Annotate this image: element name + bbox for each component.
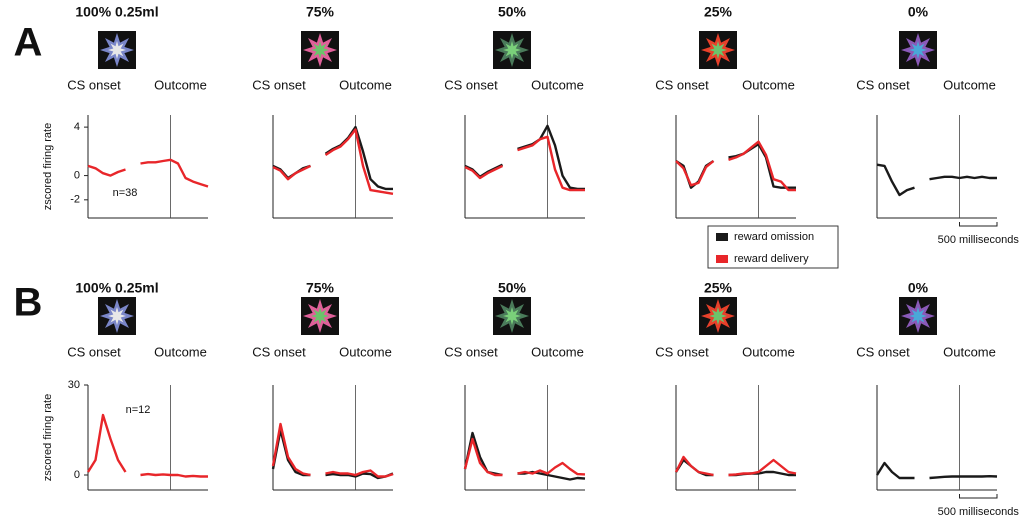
event-label: Outcome <box>742 344 795 359</box>
trace <box>930 177 998 179</box>
stimulus-icon <box>699 31 737 69</box>
scale-bar <box>960 222 998 226</box>
trace <box>877 463 915 478</box>
event-label: Outcome <box>531 344 584 359</box>
annotation: n=12 <box>126 404 151 416</box>
scale-bar-label: 500 milliseconds <box>938 506 1020 518</box>
panel-title: 75% <box>306 280 335 296</box>
stimulus-icon <box>899 297 937 335</box>
trace <box>465 439 503 475</box>
y-tick-label: 4 <box>74 121 80 133</box>
icon-star-inner <box>108 307 126 325</box>
y-axis-label: zscored firing rate <box>42 123 54 210</box>
panel-title: 50% <box>498 280 527 296</box>
event-label: Outcome <box>154 77 207 92</box>
trace <box>141 160 209 187</box>
stimulus-icon <box>301 31 339 69</box>
stimulus-icon <box>301 297 339 335</box>
event-label: CS onset <box>67 77 121 92</box>
icon-star-inner <box>909 41 927 59</box>
icon-star-inner <box>108 41 126 59</box>
icon-star-inner <box>503 307 521 325</box>
event-label: CS onset <box>67 344 121 359</box>
stimulus-icon <box>899 31 937 69</box>
trace <box>930 476 998 478</box>
icon-star-inner <box>909 307 927 325</box>
legend-label: reward omission <box>734 231 814 243</box>
panel-title: 75% <box>306 4 335 20</box>
panel-letter: A <box>14 21 43 65</box>
event-label: Outcome <box>339 77 392 92</box>
event-label: CS onset <box>252 344 306 359</box>
trace <box>877 165 915 195</box>
y-tick-label: -2 <box>70 194 80 206</box>
event-label: Outcome <box>339 344 392 359</box>
trace <box>676 457 714 475</box>
icon-star-inner <box>503 41 521 59</box>
panel-title: 25% <box>704 4 733 20</box>
y-tick-label: 30 <box>68 379 80 391</box>
panel-title: 100% 0.25ml <box>75 280 158 296</box>
stimulus-icon <box>98 297 136 335</box>
panel-title: 0% <box>908 280 929 296</box>
event-label: CS onset <box>655 344 709 359</box>
legend-swatch <box>716 233 728 241</box>
event-label: Outcome <box>154 344 207 359</box>
event-label: Outcome <box>742 77 795 92</box>
panel-title: 100% 0.25ml <box>75 4 158 20</box>
trace <box>88 415 126 472</box>
event-label: CS onset <box>252 77 306 92</box>
icon-star-inner <box>311 41 329 59</box>
panel-title: 0% <box>908 4 929 20</box>
scale-bar <box>960 494 998 498</box>
panel-title: 25% <box>704 280 733 296</box>
icon-star-inner <box>311 307 329 325</box>
y-axis-label: zscored firing rate <box>42 394 54 481</box>
annotation: n=38 <box>113 187 138 199</box>
event-label: CS onset <box>444 344 498 359</box>
stimulus-icon <box>493 297 531 335</box>
trace <box>326 127 394 189</box>
icon-star-inner <box>709 41 727 59</box>
event-label: CS onset <box>856 77 910 92</box>
event-label: Outcome <box>943 344 996 359</box>
stimulus-icon <box>699 297 737 335</box>
event-label: CS onset <box>655 77 709 92</box>
trace <box>88 166 126 176</box>
scale-bar-label: 500 milliseconds <box>938 234 1020 246</box>
trace <box>518 463 586 474</box>
stimulus-icon <box>98 31 136 69</box>
y-tick-label: 0 <box>74 469 80 481</box>
event-label: Outcome <box>531 77 584 92</box>
icon-star-inner <box>709 307 727 325</box>
legend-label: reward delivery <box>734 253 809 265</box>
figure: 100% 0.25ml CS onset Outcome Azscored firin… <box>0 0 1022 523</box>
trace <box>729 142 797 190</box>
panel-letter: B <box>14 281 43 325</box>
event-label: Outcome <box>943 77 996 92</box>
panel-title: 50% <box>498 4 527 20</box>
trace <box>141 474 209 476</box>
event-label: CS onset <box>444 77 498 92</box>
legend-swatch <box>716 255 728 263</box>
stimulus-icon <box>493 31 531 69</box>
y-tick-label: 0 <box>74 169 80 181</box>
event-label: CS onset <box>856 344 910 359</box>
